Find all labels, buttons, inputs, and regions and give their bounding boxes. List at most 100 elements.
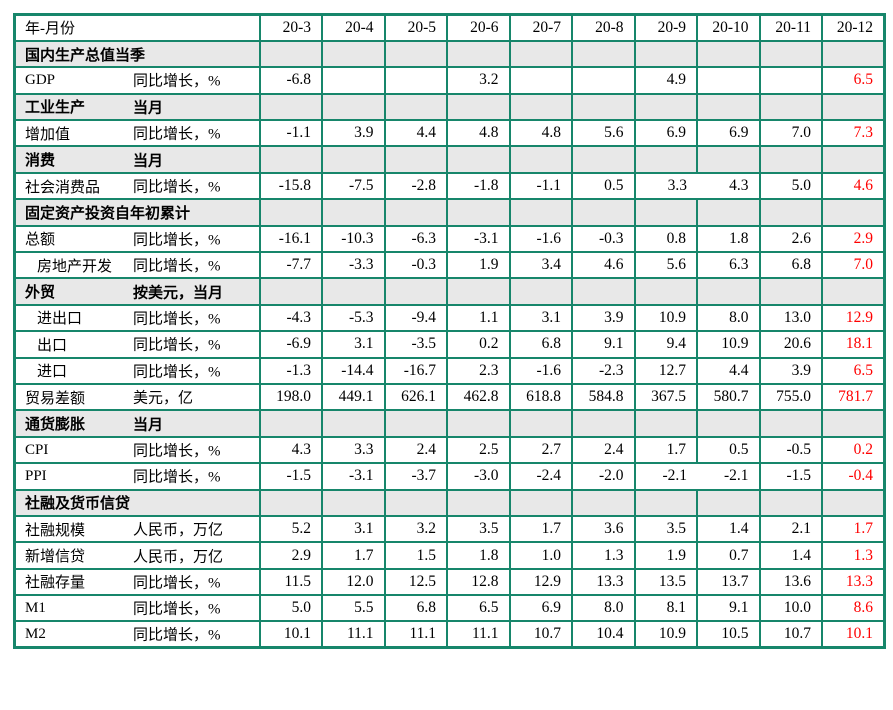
value-cell: -2.1: [696, 462, 761, 491]
section-empty-cell: [383, 145, 448, 174]
section-empty-cell: [321, 409, 386, 438]
section-row: 固定资产投资自年初累计: [13, 198, 886, 227]
value-cell: 3.5: [446, 514, 511, 544]
value-cell: -6.9: [258, 330, 323, 359]
data-row: CPI 同比增长，% 4.3 3.3 2.4 2.5 2.7 2.4 1.7 0.5 -0.5 0.2: [13, 435, 886, 465]
section-empty-cell: [508, 92, 573, 122]
data-row: 进出口 同比增长，% -4.3 -5.3 -9.4 1.1 3.1 3.9 10.9 8.0 13.…: [13, 303, 886, 333]
value-cell: 2.1: [758, 514, 823, 544]
value-cell: -1.6: [508, 356, 573, 385]
value-cell: -4.3: [258, 303, 323, 333]
value-cell: 4.4: [696, 356, 761, 385]
value-cell: 13.0: [758, 303, 823, 333]
value-cell: 10.9: [633, 303, 698, 333]
value-cell: 1.8: [696, 224, 761, 254]
value-cell: 10.7: [758, 620, 823, 649]
value-cell: 13.3: [571, 567, 636, 597]
row-unit: 同比增长，%: [133, 364, 221, 381]
row-label: 进出口: [37, 311, 83, 328]
value-cell: 18.1: [821, 330, 886, 359]
value-cell: 4.6: [571, 251, 636, 280]
data-row: 总额 同比增长，% -16.1 -10.3 -6.3 -3.1 -1.6 -0.3 0.8 1.8…: [13, 224, 886, 254]
row-label: 社会消费品: [25, 179, 101, 196]
header-month: 20-11: [758, 13, 823, 42]
section-empty-cell: [321, 488, 386, 517]
value-cell: 781.7: [821, 382, 886, 412]
value-cell: 6.5: [446, 594, 511, 623]
section-empty-cell: [696, 277, 761, 306]
row-label: M1: [25, 600, 46, 617]
row-label-cell: 出口 同比增长，%: [13, 330, 261, 359]
section-empty-cell: [571, 145, 636, 174]
value-cell: -15.8: [258, 171, 323, 201]
value-cell: 6.9: [696, 119, 761, 148]
section-empty-cell: [321, 92, 386, 122]
value-cell: 12.9: [821, 303, 886, 333]
row-unit: 同比增长，%: [133, 311, 221, 328]
value-cell: 5.0: [758, 171, 823, 201]
row-label: 出口: [37, 337, 68, 354]
row-unit: 同比增长，%: [133, 126, 221, 143]
value-cell: 2.7: [508, 435, 573, 465]
header-month: 20-8: [571, 13, 636, 42]
section-label: 通货膨胀: [25, 417, 86, 434]
value-cell: 4.8: [446, 119, 511, 148]
value-cell: -1.5: [758, 462, 823, 491]
row-label-cell: 增加值 同比增长，%: [13, 119, 261, 148]
row-unit: 同比增长，%: [133, 179, 221, 196]
row-label: 贸易差额: [25, 390, 86, 407]
row-label: PPI: [25, 468, 47, 485]
value-cell: 198.0: [258, 382, 323, 412]
section-label-cell: 社融及货币信贷: [13, 488, 261, 517]
section-row: 社融及货币信贷: [13, 488, 886, 517]
section-empty-cell: [383, 39, 448, 69]
data-row: M1 同比增长，% 5.0 5.5 6.8 6.5 6.9 8.0 8.1 9.1 10.0 8.6: [13, 594, 886, 623]
value-cell: 4.9: [633, 66, 698, 95]
value-cell: -7.5: [321, 171, 386, 201]
section-sublabel: 当月: [133, 100, 164, 117]
value-cell: [383, 66, 448, 95]
value-cell: -6.3: [383, 224, 448, 254]
value-cell: 3.1: [508, 303, 573, 333]
value-cell: 1.9: [446, 251, 511, 280]
value-cell: 8.0: [696, 303, 761, 333]
value-cell: 0.5: [571, 171, 636, 201]
section-empty-cell: [821, 39, 886, 69]
header-year-month: 年-月份: [13, 13, 261, 42]
section-empty-cell: [571, 39, 636, 69]
header-year-month-label: 年-月份: [25, 21, 75, 38]
section-empty-cell: [821, 277, 886, 306]
value-cell: 6.3: [696, 251, 761, 280]
row-label: GDP: [25, 72, 56, 89]
section-empty-cell: [633, 145, 698, 174]
row-label: 进口: [37, 364, 68, 381]
section-empty-cell: [696, 39, 761, 69]
section-empty-cell: [321, 198, 386, 227]
value-cell: 7.3: [821, 119, 886, 148]
value-cell: -9.4: [383, 303, 448, 333]
value-cell: 10.1: [821, 620, 886, 649]
section-empty-cell: [258, 39, 323, 69]
value-cell: 5.5: [321, 594, 386, 623]
data-row: GDP 同比增长，% -6.8 3.2 4.9 6.5: [13, 66, 886, 95]
value-cell: 4.3: [258, 435, 323, 465]
value-cell: 10.1: [258, 620, 323, 649]
data-row: 新增信贷 人民币，万亿 2.9 1.7 1.5 1.8 1.0 1.3 1.9 0.7 1.4 1.3: [13, 541, 886, 570]
section-empty-cell: [696, 145, 761, 174]
value-cell: 11.1: [321, 620, 386, 649]
value-cell: 9.1: [696, 594, 761, 623]
value-cell: -2.1: [633, 462, 697, 491]
section-empty-cell: [321, 277, 386, 306]
value-cell: 0.2: [821, 435, 886, 465]
value-cell: 6.9: [508, 594, 573, 623]
section-label-cell: 工业生产 当月: [13, 92, 261, 122]
section-empty-cell: [383, 409, 448, 438]
section-row: 国内生产总值当季: [13, 39, 886, 69]
value-cell: 449.1: [321, 382, 386, 412]
value-cell: [508, 66, 573, 95]
value-cell: 9.1: [571, 330, 636, 359]
data-row: PPI 同比增长，% -1.5 -3.1 -3.7 -3.0 -2.4 -2.0 -2.1 -2.…: [13, 462, 886, 491]
section-empty-cell: [446, 145, 511, 174]
section-label: 国内生产总值当季: [25, 47, 146, 64]
section-empty-cell: [321, 145, 386, 174]
